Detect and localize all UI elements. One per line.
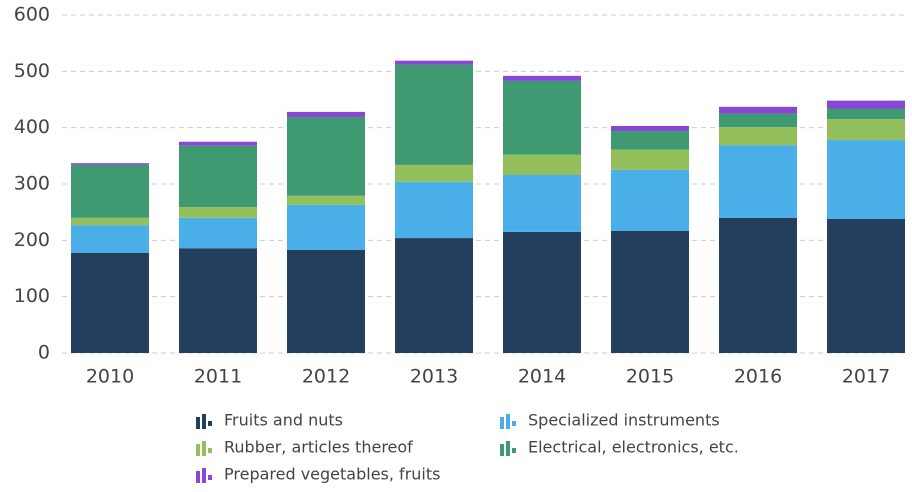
y-tick-label: 300	[14, 173, 50, 195]
legend-icon	[196, 444, 200, 456]
y-tick-label: 600	[14, 4, 50, 26]
legend-item: Specialized instruments	[500, 411, 720, 430]
bar-segment	[503, 174, 581, 232]
bar-segment	[611, 131, 689, 150]
legend-item: Rubber, articles thereof	[196, 438, 413, 457]
legend-icon	[208, 448, 212, 453]
legend-item: Electrical, electronics, etc.	[500, 438, 739, 457]
bar-segment	[179, 207, 257, 218]
bar-segment	[395, 181, 473, 239]
bar-segment	[395, 60, 473, 65]
legend-icon	[208, 421, 212, 426]
bar-segment	[827, 140, 905, 219]
legend-icon	[196, 471, 200, 483]
bar-segment	[611, 169, 689, 231]
bar-segment	[287, 111, 365, 117]
x-tick-label: 2012	[302, 366, 350, 388]
bar-segment	[287, 204, 365, 250]
bar-segment	[179, 141, 257, 146]
bar-segment	[71, 217, 149, 226]
bar-segment	[395, 164, 473, 182]
bar-segment	[611, 230, 689, 353]
y-tick-label: 500	[14, 60, 50, 82]
legend-icon	[196, 417, 200, 429]
legend-label: Specialized instruments	[528, 411, 720, 430]
legend-icon	[202, 414, 206, 429]
legend-icon	[506, 414, 510, 429]
x-tick-label: 2011	[194, 366, 242, 388]
bar-segment	[395, 238, 473, 353]
bar-segment	[503, 154, 581, 175]
bar-segment	[719, 127, 797, 146]
bar-segment	[719, 145, 797, 218]
bar-segment	[827, 108, 905, 120]
x-tick-label: 2017	[842, 366, 890, 388]
legend-icon	[512, 448, 516, 453]
bar-segment	[503, 75, 581, 81]
y-tick-label: 200	[14, 229, 50, 251]
bar-segment	[179, 217, 257, 249]
legend-label: Prepared vegetables, fruits	[224, 465, 440, 484]
bar-segment	[827, 119, 905, 141]
bar-segment	[611, 149, 689, 170]
bar-segment	[719, 106, 797, 114]
legend-icon	[202, 468, 206, 483]
x-tick-label: 2014	[518, 366, 566, 388]
x-tick-label: 2010	[86, 366, 134, 388]
legend-label: Electrical, electronics, etc.	[528, 438, 739, 457]
bar-segment	[503, 80, 581, 155]
bar-segment	[611, 125, 689, 132]
legend-icon	[500, 417, 504, 429]
y-tick-label: 400	[14, 116, 50, 138]
bar-segment	[287, 116, 365, 196]
bar-segment	[719, 217, 797, 353]
bar-segment	[287, 249, 365, 353]
bar-segment	[179, 248, 257, 353]
bar-segment	[71, 163, 149, 165]
x-tick-label: 2013	[410, 366, 458, 388]
bar-segment	[827, 100, 905, 109]
legend-icon	[208, 475, 212, 480]
legend-icon	[506, 441, 510, 456]
y-tick-label: 0	[38, 342, 50, 364]
bar-segment	[71, 252, 149, 353]
bar-segment	[503, 231, 581, 353]
bar-segment	[71, 225, 149, 253]
bar-segment	[719, 113, 797, 128]
bar-segment	[827, 218, 905, 353]
legend-icon	[500, 444, 504, 456]
y-tick-label: 100	[14, 285, 50, 307]
legend-icon	[512, 421, 516, 426]
bar-segment	[287, 195, 365, 205]
legend-label: Fruits and nuts	[224, 411, 343, 430]
bar-segment	[179, 145, 257, 208]
x-tick-label: 2016	[734, 366, 782, 388]
legend-item: Prepared vegetables, fruits	[196, 465, 440, 484]
legend-label: Rubber, articles thereof	[224, 438, 413, 457]
legend-item: Fruits and nuts	[196, 411, 343, 430]
legend-icon	[202, 441, 206, 456]
bar-segment	[395, 64, 473, 165]
bar-segment	[71, 164, 149, 218]
x-tick-label: 2015	[626, 366, 674, 388]
